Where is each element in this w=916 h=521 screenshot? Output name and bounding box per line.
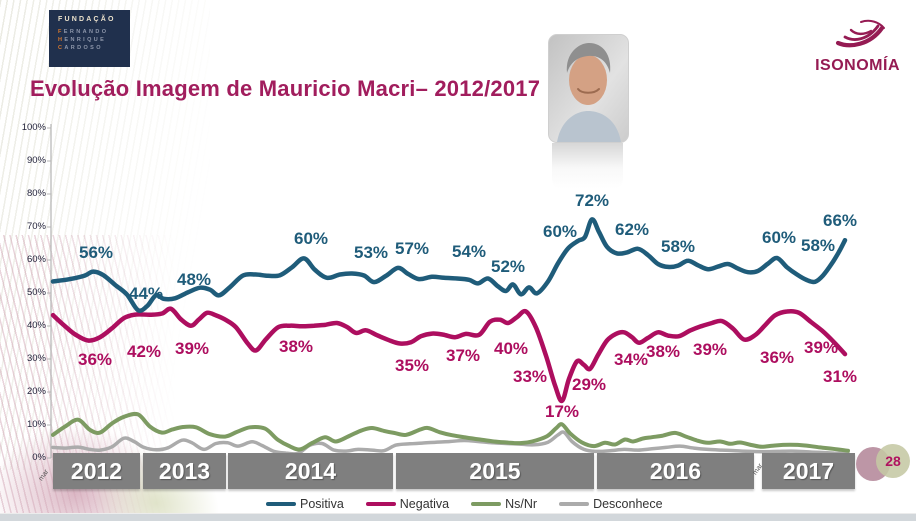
data-label-positiva-66: 66% [822,211,858,230]
fhc-logo-henrique-text: HENRIQUE [58,37,107,43]
data-label-negativa-39: 39% [174,339,210,358]
y-tick-20%: 20% [26,386,46,397]
y-tick-80%: 80% [26,188,46,199]
data-label-negativa-29: 29% [571,375,607,394]
legend-label: Desconhece [593,497,663,511]
legend-item-positiva: Positiva [266,497,344,511]
y-tick-10%: 10% [26,419,46,430]
fhc-logo-fundacao-text: FUNDAÇÃO [58,16,116,23]
data-label-negativa-36: 36% [77,350,113,369]
data-label-positiva-72: 72% [574,191,610,210]
data-label-negativa-38: 38% [645,342,681,361]
y-tick-90%: 90% [26,155,46,166]
data-label-positiva-52: 52% [490,257,526,276]
data-label-negativa-38: 38% [278,337,314,356]
y-tick-50%: 50% [26,287,46,298]
data-label-negativa-17: 17% [544,402,580,421]
data-label-positiva-44: 44% [128,284,164,303]
fhc-foundation-logo: FUNDAÇÃO FERNANDO HENRIQUE CARDOSO [49,10,130,67]
data-label-negativa-31: 31% [822,367,858,386]
data-label-negativa-34: 34% [613,350,649,369]
year-band-label: 2012 [70,457,123,484]
legend-label: Ns/Nr [505,497,538,511]
isonomia-wordmark: ISONOMÍA [815,57,900,74]
year-band-2013: 2013 [143,453,226,489]
legend-swatch [559,501,590,507]
y-tick-70%: 70% [26,221,46,232]
series-line-negativa [50,306,848,404]
year-band-2016: 2016 [597,453,754,489]
data-label-negativa-36: 36% [759,348,795,367]
legend-item-nsnr: Ns/Nr [471,497,537,511]
legend-swatch [471,501,502,507]
slide-bottom-edge [0,513,916,521]
legend-item-negativa: Negativa [365,497,450,511]
y-tick-0%: 0% [32,452,46,463]
legend-label: Positiva [300,497,344,511]
isonomia-logo: ISONOMÍA [815,16,900,75]
data-label-positiva-60: 60% [761,228,797,247]
legend-item-desconhece: Desconhece [559,497,663,511]
data-label-negativa-39: 39% [692,340,728,359]
legend-swatch [365,501,396,507]
data-label-negativa-39: 39% [803,338,839,357]
data-label-negativa-42: 42% [126,342,162,361]
data-label-positiva-57: 57% [394,239,430,258]
y-tick-60%: 60% [26,254,46,265]
macri-photo-reflection [552,143,623,189]
data-label-negativa-37: 37% [445,346,481,365]
year-band-label: 2017 [782,457,835,484]
legend-swatch [266,501,296,507]
y-tick-100%: 100% [21,122,46,133]
year-band-2017: 2017 [762,453,855,489]
data-label-positiva-53: 53% [353,243,389,262]
year-band-2015: 2015 [396,453,594,489]
year-band-2014: 2014 [228,453,393,489]
data-label-positiva-62: 62% [614,220,650,239]
page-title: Evolução Imagem de Mauricio Macri– 2012/… [30,76,541,101]
data-label-positiva-54: 54% [451,242,487,261]
year-band-label: 2014 [284,457,337,484]
year-band-label: 2015 [469,457,521,484]
data-label-negativa-33: 33% [512,367,548,386]
y-tick-40%: 40% [26,320,46,331]
data-label-positiva-56: 56% [78,243,114,262]
isonomia-swoosh-icon [835,19,885,48]
legend-label: Negativa [399,497,450,511]
data-label-positiva-58: 58% [660,237,696,256]
macri-photo [548,34,629,143]
data-label-negativa-35: 35% [394,356,430,375]
data-label-positiva-48: 48% [176,270,212,289]
page-number: 28 [885,453,901,469]
chart-legend: Positiva Negativa Ns/Nr Desconhece [266,497,663,511]
macri-portrait-placeholder [549,35,628,142]
fhc-logo-fernando-text: FERNANDO [58,29,109,35]
year-band-2012: 2012 [53,453,140,489]
data-label-positiva-60: 60% [542,222,578,241]
year-band-label: 2013 [158,457,211,484]
fhc-logo-cardoso-text: CARDOSO [58,45,103,51]
series-line-positiva [50,217,848,313]
data-label-positiva-60: 60% [293,229,329,248]
year-band-label: 2016 [649,457,702,484]
data-label-positiva-58: 58% [800,236,836,255]
page-number-circle-sage [876,444,910,478]
y-tick-30%: 30% [26,353,46,364]
data-label-negativa-40: 40% [493,339,529,358]
